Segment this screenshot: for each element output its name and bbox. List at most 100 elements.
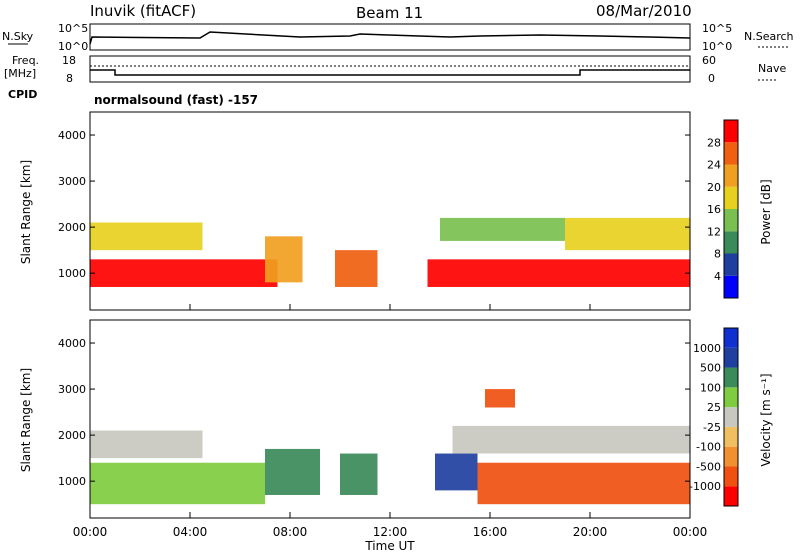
colorbar-tick-label: -100: [696, 441, 721, 454]
colorbar-swatch: [724, 466, 738, 487]
velocity-ylabel: Slant Range [km]: [19, 368, 33, 472]
cpid-text: normalsound (fast) -157: [94, 93, 258, 107]
colorbar-tick-label: 4: [714, 270, 721, 283]
colorbar-tick-label: 500: [700, 362, 721, 375]
colorbar-swatch: [724, 275, 738, 298]
colorbar-swatch: [724, 328, 738, 348]
colorbar-tick-label: 28: [707, 136, 721, 149]
colorbar-tick-label: 16: [707, 203, 721, 216]
velocity-panel: 1000 2000 3000 4000 Slant Range [km]: [19, 319, 691, 519]
y-tick-label: 4000: [58, 337, 86, 350]
x-tick-label: 20:00: [573, 525, 608, 539]
nave-tick-top: 60: [702, 54, 716, 67]
nsky-tick-bottom: 10^0: [58, 40, 88, 53]
freq-line: [90, 69, 690, 76]
power-yticks: 1000 2000 3000 4000: [58, 129, 690, 280]
colorbar-swatch: [724, 446, 738, 467]
echo-band: [565, 217, 690, 251]
nsearch-tick-bottom: 10^0: [702, 40, 732, 53]
velocity-yticks: 1000 2000 3000 4000: [58, 337, 690, 488]
echo-band: [335, 250, 378, 287]
freq-label-2: [MHz]: [4, 67, 36, 80]
colorbar-tick-label: -25: [703, 421, 721, 434]
echo-band: [340, 453, 378, 495]
echo-band: [90, 430, 203, 459]
colorbar-swatch: [724, 231, 738, 254]
beam-title: Beam 11: [356, 4, 423, 22]
x-tick-label: 04:00: [173, 525, 208, 539]
velocity-colorbar-label: Velocity [m s⁻¹]: [759, 373, 773, 466]
echo-band: [265, 448, 320, 495]
nsearch-label: N.Search: [744, 30, 794, 43]
nave-tick-bottom: 0: [708, 72, 715, 85]
time-axis-label: Time UT: [364, 539, 415, 553]
date-title: 08/Mar/2010: [596, 2, 692, 20]
y-tick-label: 1000: [58, 475, 86, 488]
nsky-panel: [89, 23, 691, 51]
y-tick-label: 4000: [58, 129, 86, 142]
colorbar-swatch: [724, 347, 738, 368]
colorbar-tick-label: 12: [707, 225, 721, 238]
x-tick-label: 12:00: [373, 525, 408, 539]
echo-band: [90, 222, 203, 251]
station-title: Inuvik (fitACF): [90, 2, 196, 20]
nsearch-tick-top: 10^5: [702, 22, 732, 35]
echo-band: [265, 236, 303, 283]
colorbar-frame: [723, 119, 739, 299]
colorbar-tick-label: -1000: [689, 480, 721, 493]
nsky-tick-top: 10^5: [58, 22, 88, 35]
y-tick-label: 3000: [58, 383, 86, 396]
colorbar-tick-label: 100: [700, 381, 721, 394]
colorbar-tick-label: 25: [707, 401, 721, 414]
freq-tick-top: 18: [62, 54, 76, 67]
colorbar-swatch: [724, 120, 738, 143]
freq-panel: [89, 55, 691, 83]
velocity-colorbar: -1000 -500 -100 -25 25 100 500 1000 Velocity [m…: [689, 327, 773, 507]
colorbar-swatch: [724, 367, 738, 388]
power-bands: [90, 217, 690, 287]
colorbar-swatch: [724, 486, 738, 506]
echo-band: [90, 462, 265, 505]
x-tick-label: 00:00: [73, 525, 108, 539]
colorbar-swatch: [724, 164, 738, 187]
colorbar-tick-label: 8: [714, 248, 721, 261]
colorbar-frame: [723, 327, 739, 507]
colorbar-tick-label: 24: [707, 159, 721, 172]
colorbar-swatch: [724, 426, 738, 447]
colorbar-tick-label: 20: [707, 181, 721, 194]
freq-label-1: Freq.: [12, 54, 39, 67]
colorbar-swatch: [724, 253, 738, 276]
colorbar-swatch: [724, 209, 738, 232]
echo-band: [435, 453, 478, 491]
colorbar-swatch: [724, 142, 738, 165]
power-colorbar-label: Power [dB]: [759, 179, 773, 244]
x-tick-label: 00:00: [673, 525, 708, 539]
echo-band: [440, 217, 565, 241]
colorbar-tick-label: 1000: [693, 342, 721, 355]
y-tick-label: 2000: [58, 429, 86, 442]
freq-tick-bottom: 8: [66, 72, 73, 85]
velocity-bands: [90, 389, 690, 505]
power-panel: 1000 2000 3000 4000 Slant Range [km]: [19, 111, 691, 311]
colorbar-swatch: [724, 186, 738, 209]
echo-band: [90, 259, 278, 287]
nsky-label: N.Sky: [2, 30, 34, 43]
echo-band: [485, 389, 515, 408]
nave-label: Nave: [758, 62, 786, 75]
time-axis: 00:00 04:00 08:00 12:00 16:00 20:00 00:00: [73, 304, 708, 539]
echo-band: [427, 259, 690, 287]
y-tick-label: 3000: [58, 175, 86, 188]
colorbar-swatch: [724, 407, 738, 427]
echo-band: [452, 425, 690, 454]
y-tick-label: 1000: [58, 267, 86, 280]
colorbar-tick-label: -500: [696, 460, 721, 473]
echo-band: [477, 462, 690, 505]
cpid-label: CPID: [8, 88, 37, 101]
y-tick-label: 2000: [58, 221, 86, 234]
x-tick-label: 16:00: [473, 525, 508, 539]
nsky-line: [89, 31, 691, 45]
power-colorbar: 4 8 12 16 20 24 28 Power [dB]: [707, 119, 773, 299]
x-tick-label: 08:00: [273, 525, 308, 539]
power-ylabel: Slant Range [km]: [19, 160, 33, 264]
